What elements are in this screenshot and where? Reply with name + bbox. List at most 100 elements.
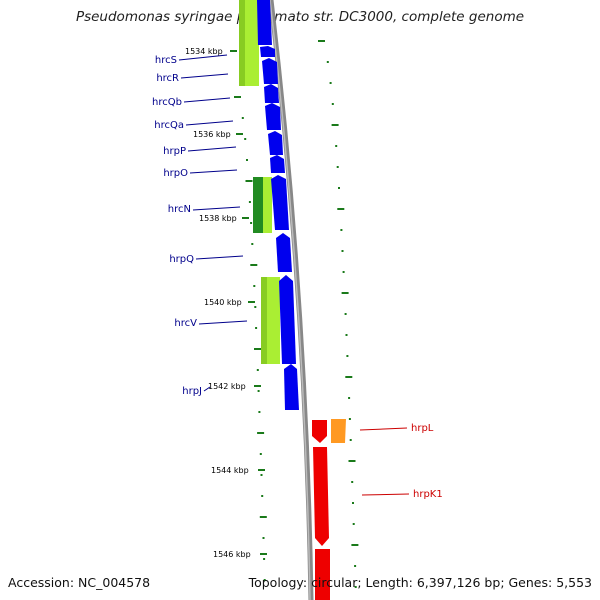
gene-arrow-hrpQ [276,233,292,272]
scale-label: 1536 kbp [193,130,231,139]
minor-tick [244,138,247,140]
minor-tick [262,537,265,539]
gene-label-hrcQb[interactable]: hrcQb [152,97,182,108]
green-feature-hrcN-dark [253,177,263,233]
minor-tick [352,502,354,504]
scale-label: 1534 kbp [185,47,223,56]
major-tick [245,180,253,182]
topology-value: circular [311,575,358,590]
minor-tick [255,327,258,329]
major-tick [250,264,258,266]
minor-tick [250,222,253,224]
scale-labels: 1534 kbp 1536 kbp 1538 kbp 1540 kbp 1542… [185,47,251,559]
minor-tick [338,187,340,189]
minor-tick [241,117,244,119]
gene-label-hrpL[interactable]: hrpL [411,423,434,434]
minor-tick [344,313,347,315]
scale-label: 1546 kbp [213,550,251,559]
gene-label-hrpJ[interactable]: hrpJ [182,386,202,397]
minor-tick [261,495,264,497]
minor-tick [331,103,334,105]
minor-tick [329,82,332,84]
gene-label-hrcR[interactable]: hrcR [156,73,179,84]
major-tick [259,516,267,518]
minor-tick [263,558,266,560]
minor-tick [341,250,344,252]
major-tick [234,96,241,98]
gene-arrow-top-a [257,0,272,45]
scale-label-ticks [230,50,267,555]
genome-backbone-highlight [269,0,311,600]
gene-arrow-hrcQb [264,84,279,103]
gene-label-hrpK1[interactable]: hrpK1 [413,489,443,500]
gene-label-hrpQ[interactable]: hrpQ [169,254,194,265]
major-tick [341,292,349,294]
minor-tick [335,145,338,147]
gene-arrow-hrcS [260,46,275,57]
right-leader-lines [359,427,410,496]
minor-tick [253,285,256,287]
gene-arrow-hrcR [262,58,278,84]
minor-tick [336,166,339,168]
footer-accession: Accession: NC_004578 [8,575,150,590]
minor-tick [256,369,259,371]
length-label: Length: [365,575,413,590]
left-gene-labels: hrcS hrcR hrcQb hrcQa hrpP hrpO hrcN hrp… [152,55,202,397]
minor-tick [354,565,357,567]
minor-tick [349,439,352,441]
scale-label: 1542 kbp [208,382,246,391]
minor-tick [348,397,351,399]
gene-arrow-hrcV [279,275,296,364]
minor-tick [251,243,254,245]
right-tick-column [318,40,359,588]
major-tick [257,432,265,434]
right-gene-labels: hrpL hrpK1 [411,423,443,500]
minor-tick [345,334,348,336]
genome-backbone [268,0,314,600]
scale-label: 1538 kbp [199,214,237,223]
left-leader-lines [178,54,248,392]
blue-gene-arrows [257,0,299,410]
gene-arrow-hrpK1 [313,447,329,546]
lime-feature-top-shade [239,0,245,86]
minor-tick [257,390,260,392]
major-tick [351,544,359,546]
minor-tick [259,453,262,455]
genes-value: 5,553 [556,575,592,590]
minor-tick [340,229,343,231]
scale-label: 1544 kbp [211,466,249,475]
gene-label-hrcQa[interactable]: hrcQa [154,120,184,131]
genes-label: Genes: [508,575,553,590]
major-tick [348,460,356,462]
minor-tick [351,481,354,483]
minor-tick [263,579,266,581]
accession-label: Accession: [8,575,75,590]
minor-tick [354,586,357,588]
minor-tick [326,61,329,63]
gene-label-hrcN[interactable]: hrcN [168,204,191,215]
gene-arrow-bottom [315,549,330,600]
accession-value: NC_004578 [78,575,151,590]
minor-tick [346,355,349,357]
minor-tick [348,418,351,420]
gene-label-hrcS[interactable]: hrcS [155,55,177,66]
major-tick [254,348,261,350]
minor-tick [258,411,261,413]
gene-arrow-hrpL [312,420,327,443]
gene-arrow-hrpJ [284,364,299,410]
gene-arrow-hrpL-orange [331,419,346,443]
minor-tick [246,159,248,161]
gene-label-hrcV[interactable]: hrcV [174,318,197,329]
footer-summary: Topology: circular; Length: 6,397,126 bp… [248,575,592,590]
minor-tick [342,271,345,273]
major-tick [345,376,353,378]
gene-label-hrpP[interactable]: hrpP [163,146,186,157]
minor-tick [352,523,355,525]
minor-tick [248,201,251,203]
minor-tick [260,474,263,476]
scale-label: 1540 kbp [204,298,242,307]
gene-label-hrpO[interactable]: hrpO [163,168,188,179]
gene-arrow-hrcN [271,175,289,230]
